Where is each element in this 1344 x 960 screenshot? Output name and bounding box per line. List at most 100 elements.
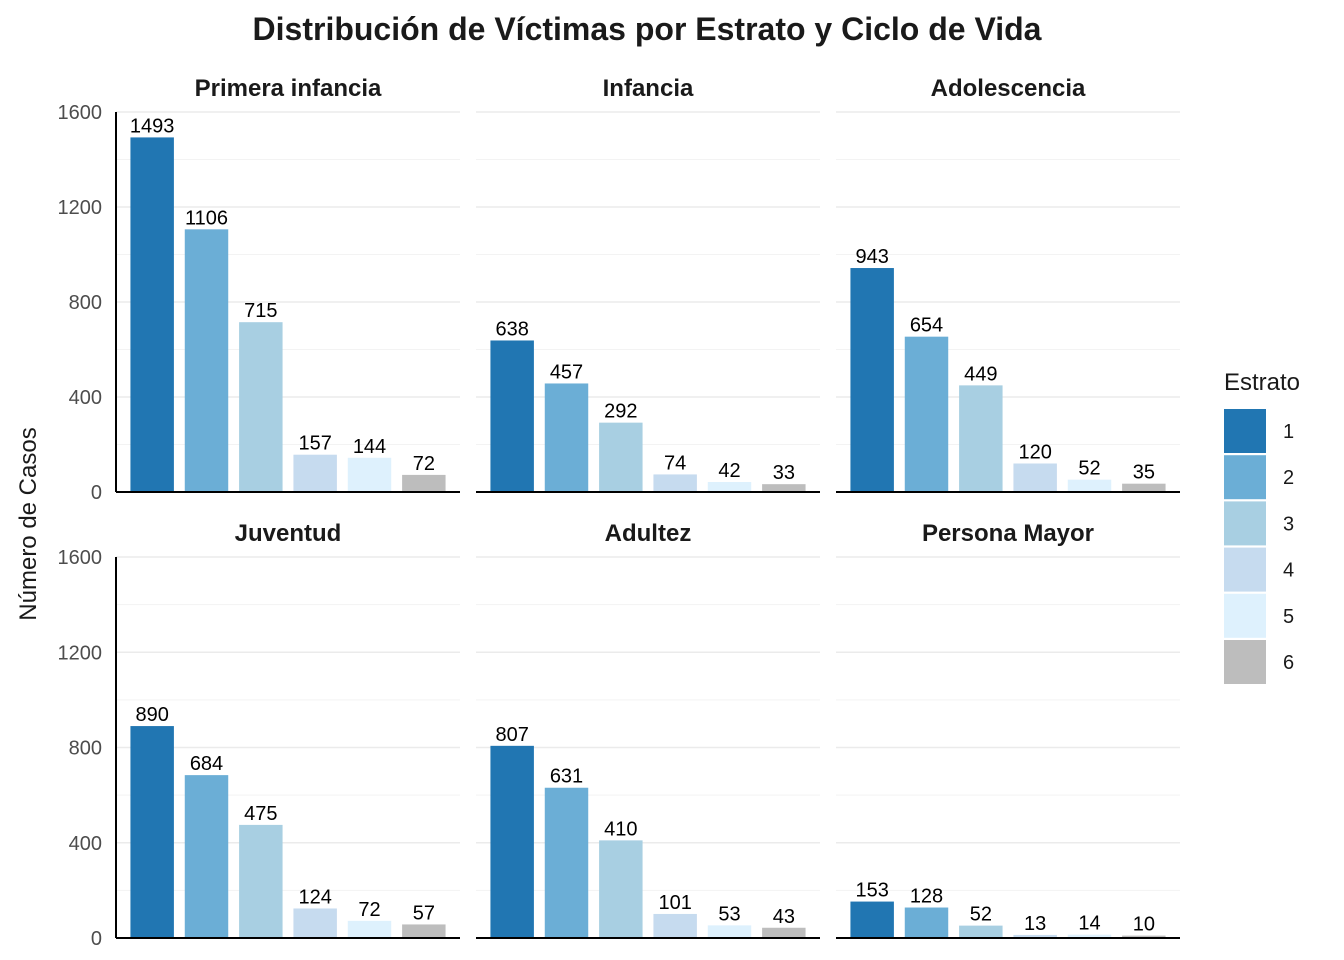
bar-value-label: 638 [495,318,528,340]
facet-panel: Adultez 807 631 410 101 53 43 [476,520,820,939]
bar-value-label: 35 [1133,462,1155,484]
bar-value-label: 101 [658,892,691,914]
facet-panel: Juventud 890 684 475 124 72 57 0 400 800 1200 1600 [58,520,460,950]
bar-value-label: 890 [135,704,168,726]
bar [239,824,283,938]
y-tick-label: 1200 [58,197,103,219]
legend-label: 1 [1283,421,1294,443]
bar [347,457,392,492]
bar [130,726,174,938]
bar-value-label: 157 [298,433,331,455]
facet-panels: Primera infancia 1493 1106 715 157 144 72 0 400 8… [58,75,1180,950]
facet-panel: Infancia 638 457 292 74 42 33 [476,75,820,493]
y-tick-label: 0 [91,482,102,504]
facet-title: Adultez [605,520,692,547]
legend-title: Estrato [1224,369,1300,396]
legend-items: 1 2 3 4 5 6 [1224,409,1294,684]
y-tick-label: 1600 [58,547,103,569]
bar [707,482,752,492]
bar-value-label: 53 [718,903,740,925]
bar [490,745,534,938]
bar [850,268,894,492]
bar [293,454,337,492]
bar [904,907,949,938]
bar-value-label: 57 [413,902,435,924]
bar-value-label: 52 [1078,458,1100,480]
facet-panel: Persona Mayor 153 128 52 13 14 10 [836,520,1180,939]
facet-title: Primera infancia [195,75,382,102]
bar-value-label: 120 [1018,442,1051,464]
facet-panel: Primera infancia 1493 1106 715 157 144 72 0 400 8… [58,75,460,504]
bar-value-label: 144 [353,436,386,458]
bar [762,927,806,938]
bar [959,925,1003,938]
y-tick-label: 400 [69,833,102,855]
legend-label: 6 [1283,652,1294,674]
bar-value-label: 72 [413,453,435,475]
bar [293,908,337,938]
bar [762,484,806,492]
y-tick-label: 1200 [58,642,103,664]
legend-label: 2 [1283,467,1294,489]
bar-value-label: 457 [550,361,583,383]
bar [544,383,589,492]
bar [959,385,1003,492]
legend-key [1224,501,1266,546]
legend-label: 5 [1283,606,1294,628]
bar [402,474,446,492]
y-tick-label: 800 [69,738,102,760]
bar-value-label: 74 [664,452,686,474]
legend-key [1224,455,1266,500]
bar [490,340,534,492]
bar-value-label: 1493 [130,115,175,137]
y-tick-label: 400 [69,387,102,409]
bar [184,229,229,492]
bar [1013,934,1057,938]
bar-value-label: 943 [855,246,888,268]
bar [599,422,643,492]
bar-value-label: 410 [604,818,637,840]
legend-label: 4 [1283,560,1294,582]
chart-title: Distribución de Víctimas por Estrato y C… [253,11,1042,47]
bar-value-label: 153 [855,880,888,902]
bar-value-label: 475 [244,803,277,825]
bar-value-label: 14 [1078,913,1100,935]
bar [1067,479,1112,492]
bar-value-label: 42 [718,460,740,482]
legend-key [1224,409,1266,453]
y-tick-label: 1600 [58,102,103,124]
bar [707,925,752,938]
bar [239,322,283,492]
bar-value-label: 10 [1133,914,1155,936]
bar [653,474,697,492]
legend-key [1224,547,1266,592]
bar [653,913,697,938]
y-axis-label: Número de Casos [15,427,42,620]
bar [1013,463,1057,492]
bar-value-label: 631 [550,766,583,788]
facet-panel: Adolescencia 943 654 449 120 52 35 [836,75,1180,493]
bar-value-label: 72 [358,899,380,921]
bar [1122,483,1166,492]
legend-key [1224,593,1266,638]
facet-title: Adolescencia [931,75,1086,102]
bar [599,840,643,938]
bar [1067,934,1112,938]
legend-label: 3 [1283,513,1294,535]
bar-value-label: 654 [910,315,943,337]
bar-value-label: 684 [190,753,223,775]
bar-value-label: 292 [604,401,637,423]
facet-title: Infancia [603,75,694,102]
bar [347,920,392,938]
bar-value-label: 52 [970,904,992,926]
bar-value-label: 124 [298,886,331,908]
bar-value-label: 33 [773,462,795,484]
y-tick-label: 0 [91,928,102,950]
facet-title: Juventud [235,520,342,547]
bar-value-label: 449 [964,363,997,385]
legend: Estrato 1 2 3 4 5 6 [1224,369,1300,684]
bar [184,775,229,938]
bar-value-label: 13 [1024,913,1046,935]
facet-title: Persona Mayor [922,520,1094,547]
y-tick-label: 800 [69,292,102,314]
